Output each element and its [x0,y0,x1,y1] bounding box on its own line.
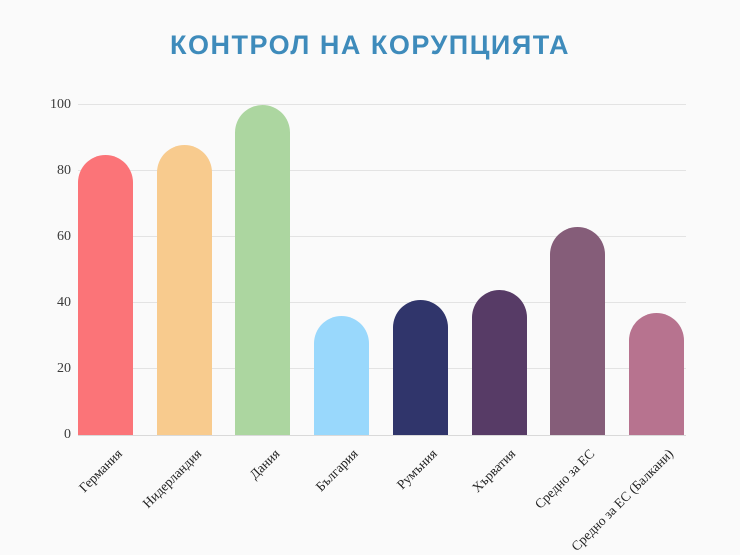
bar-5 [392,299,448,435]
x-axis-category-label: Германия [76,446,126,496]
gridline [78,368,686,369]
bar-7 [550,227,606,435]
gridline [78,104,686,105]
y-axis-tick-label: 100 [50,97,71,112]
x-axis-category-label: България [313,446,362,495]
bar-1 [78,154,133,435]
bar-6 [471,289,527,435]
bar-2 [156,144,212,435]
bar-8 [628,312,684,435]
x-axis-category-label: Нидерландия [139,446,204,511]
x-axis-category-label: Румъния [393,446,440,493]
y-axis-tick-label: 60 [57,229,71,244]
gridline [78,170,686,171]
plot-area: 0 20 40 60 80 100 Германия Нидерландия Дания Бълг… [50,97,686,554]
y-axis-tick-label: 20 [57,361,71,376]
chart-title: КОНТРОЛ НА КОРУПЦИЯТА [169,30,571,60]
gridline [78,302,686,303]
x-axis-category-label: Хърватия [469,446,519,496]
y-axis-tick-label: 0 [64,427,71,442]
bar-4 [314,316,370,435]
gridline [78,236,686,237]
bar-3 [235,105,291,435]
x-axis-category-label: Дания [246,446,283,482]
y-axis-tick-label: 80 [57,163,71,178]
y-axis-tick-label: 40 [57,295,71,310]
x-axis-category-label: Средно за ЕС [531,446,598,512]
